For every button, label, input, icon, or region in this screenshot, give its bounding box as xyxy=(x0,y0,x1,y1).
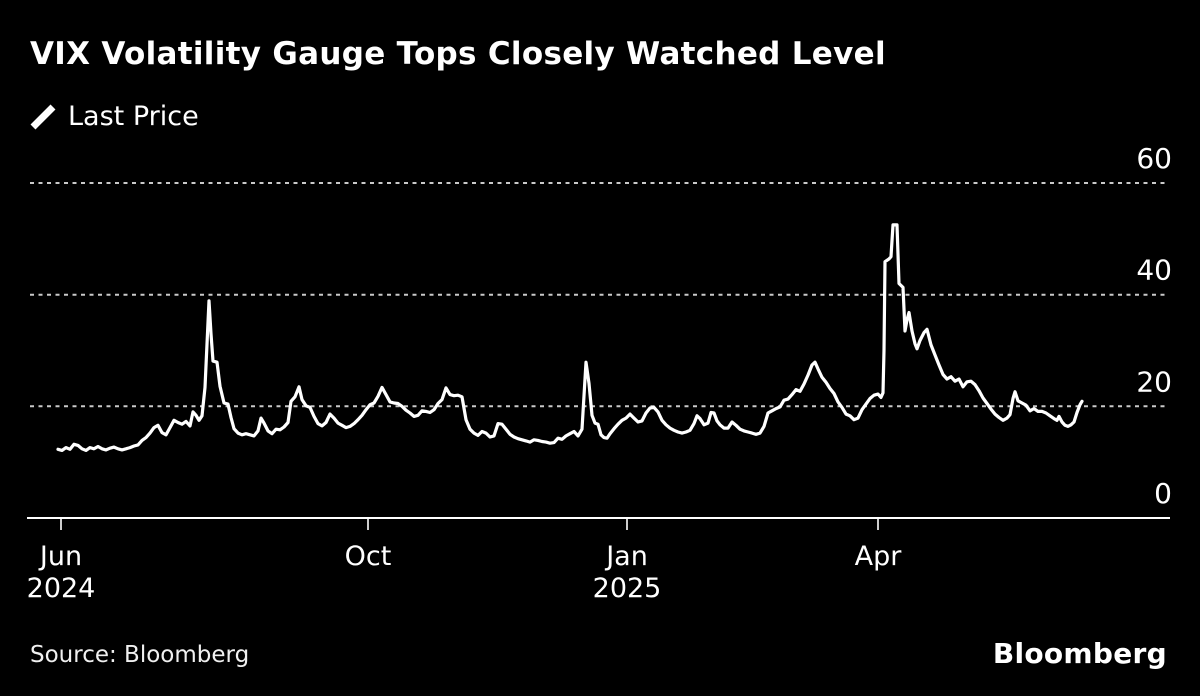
legend-label: Last Price xyxy=(68,101,199,132)
source-label: Source: Bloomberg xyxy=(30,642,250,668)
x-axis-label-Oct: Oct xyxy=(345,541,392,572)
y-axis-label-40: 40 xyxy=(1136,254,1172,287)
y-axis-label-0: 0 xyxy=(1154,477,1172,510)
legend: Last Price xyxy=(30,101,199,132)
y-axis-label-60: 60 xyxy=(1136,142,1172,175)
x-axis-label-Jun: Jun xyxy=(38,541,82,572)
line-series-slash-icon xyxy=(30,104,56,130)
x-axis-label-Apr: Apr xyxy=(855,541,903,572)
page-title: VIX Volatility Gauge Tops Closely Watche… xyxy=(30,36,886,72)
y-axis-label-20: 20 xyxy=(1136,365,1172,398)
x-axis-sublabel-2024: 2024 xyxy=(27,573,96,604)
bloomberg-logo: Bloomberg xyxy=(992,637,1167,670)
x-axis-sublabel-2025: 2025 xyxy=(593,573,662,604)
x-axis-label-Jan: Jan xyxy=(604,541,648,572)
vix-last-price-line xyxy=(56,223,1084,452)
